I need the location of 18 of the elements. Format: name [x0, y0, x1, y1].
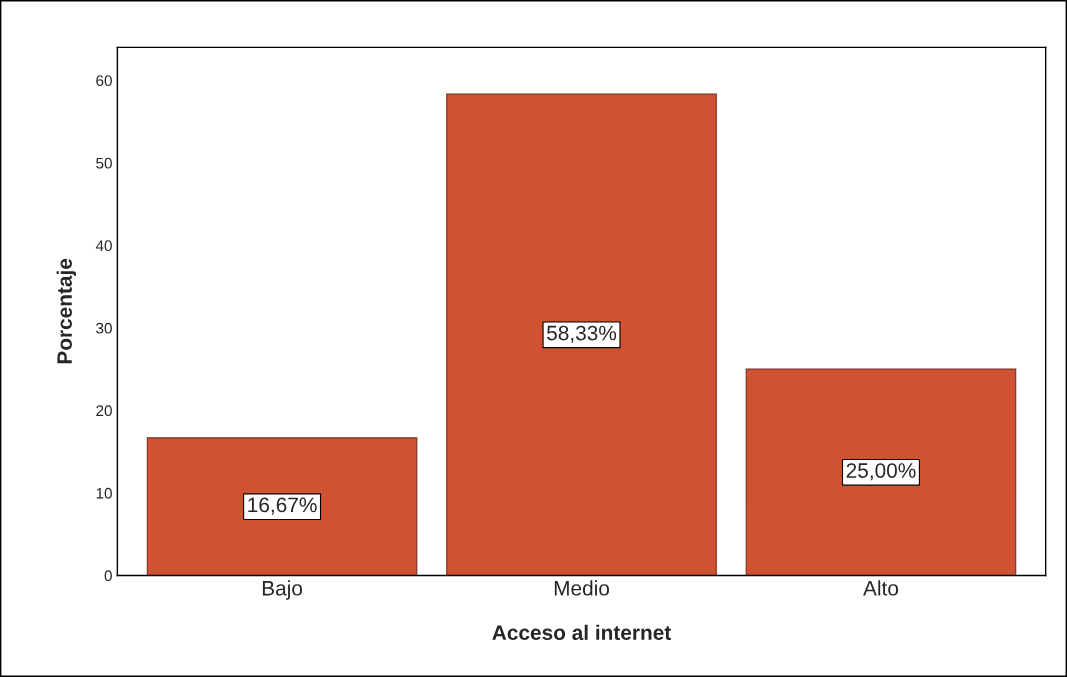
x-tick-label: Alto: [863, 580, 899, 596]
y-tick-label: 30: [96, 322, 112, 334]
y-tick-label: 40: [95, 240, 112, 252]
y-tick-label: 50: [96, 157, 112, 169]
x-axis-title: Acceso al internet: [492, 624, 671, 641]
y-axis-title: Porcentaje: [56, 258, 77, 364]
bar: [146, 437, 418, 576]
x-tick-label: Medio: [554, 580, 610, 596]
y-tick-label: 60: [96, 75, 112, 87]
bar: [446, 93, 717, 576]
y-tick-label: 0: [104, 570, 112, 582]
data-label: 58,33%: [547, 325, 617, 343]
y-tick-label: 10: [96, 487, 112, 499]
y-tick-label: 20: [96, 405, 112, 417]
bar: [745, 368, 1017, 576]
data-label: 25,00%: [846, 463, 916, 481]
x-tick-label: Bajo: [262, 580, 303, 600]
data-label: 16,67%: [248, 497, 317, 515]
